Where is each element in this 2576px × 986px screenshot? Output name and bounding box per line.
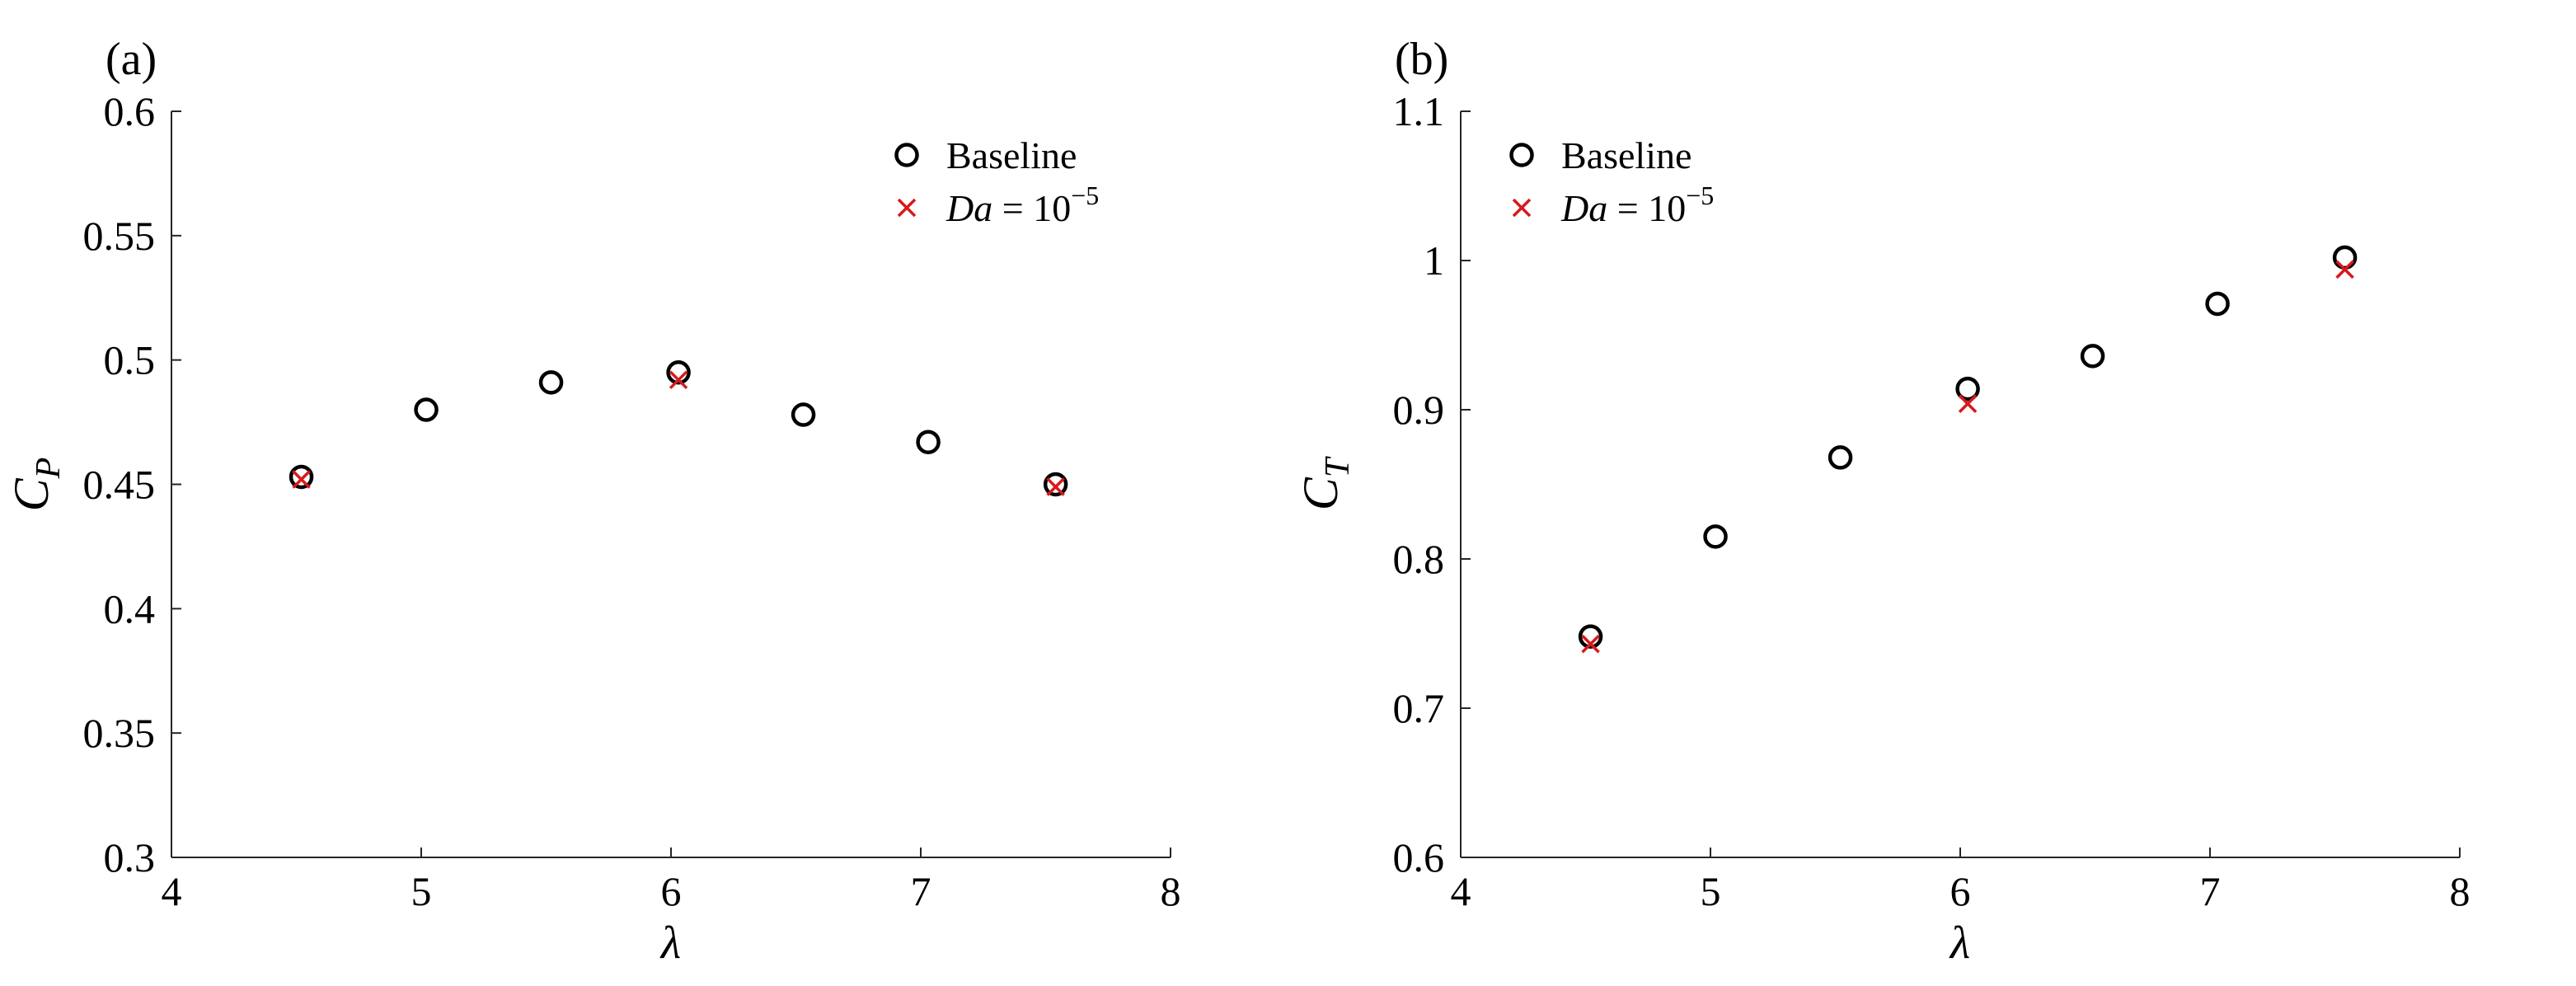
x-marker-stroke	[1581, 634, 1600, 654]
y-tick-label: 1.1	[1393, 88, 1445, 134]
baseline-point	[666, 360, 691, 385]
legend-da-equals: =	[1607, 187, 1648, 229]
x-tick-label: 4	[162, 868, 182, 914]
x-axis-label: λ	[659, 918, 681, 969]
y-axis-label-main: C	[1293, 477, 1348, 510]
darcy-point	[669, 370, 688, 390]
darcy-point	[1512, 198, 1532, 218]
darcy-point	[897, 198, 917, 218]
y-axis-label: CT	[1293, 456, 1357, 510]
x-marker-stroke	[669, 370, 688, 390]
legend-label-baseline: Baseline	[946, 134, 1077, 176]
baseline-point	[1828, 445, 1853, 470]
x-tick-label: 8	[2450, 868, 2470, 914]
darcy-point	[2335, 260, 2354, 279]
legend-label-darcy: Da = 10−5	[1560, 181, 1714, 229]
y-tick-label: 0.8	[1393, 536, 1445, 582]
y-tick-label: 0.35	[83, 710, 156, 756]
legend-da-base: 10	[1033, 187, 1071, 229]
baseline-point	[894, 143, 919, 167]
x-marker-stroke	[1046, 477, 1065, 496]
y-tick-label: 0.45	[83, 462, 156, 508]
y-tick-label: 1	[1424, 237, 1444, 284]
legend-da-equals: =	[992, 187, 1033, 229]
x-marker-stroke	[1512, 198, 1532, 218]
legend: Baseline Da = 10−5	[1509, 134, 1714, 229]
x-marker-stroke	[1958, 394, 1978, 413]
y-tick-label: 0.55	[83, 213, 156, 259]
baseline-point	[1955, 376, 1980, 401]
y-axis-label: CP	[4, 458, 68, 512]
y-axis-label-sub: P	[30, 458, 68, 480]
baseline-point	[2080, 344, 2105, 369]
darcy-point	[292, 470, 311, 489]
x-tick-label: 5	[411, 868, 432, 914]
legend-da-symbol: Da	[1560, 187, 1607, 229]
x-tick-label: 5	[1701, 868, 1721, 914]
baseline-point	[916, 430, 941, 454]
legend-da-exponent: −5	[1071, 181, 1099, 210]
baseline-point	[1703, 524, 1728, 549]
legend-da-exponent: −5	[1686, 181, 1714, 210]
legend-da-symbol: Da	[945, 187, 992, 229]
x-tick-label: 6	[661, 868, 682, 914]
y-axis-label-main: C	[4, 477, 59, 511]
baseline-point	[289, 464, 314, 490]
baseline-point	[2205, 291, 2230, 317]
panel-b: 4 5 6 7 8 0.6 0.7 0.8 0.9 1 1.1(b) λ CT Baseline Da = …	[1293, 34, 2470, 969]
darcy-point	[1958, 394, 1978, 413]
y-tick-label: 0.6	[104, 88, 156, 134]
x-tick-label: 7	[2200, 868, 2221, 914]
baseline-point	[1509, 143, 1534, 167]
x-marker-stroke	[2335, 260, 2354, 279]
baseline-point	[538, 370, 564, 395]
x-tick-label: 8	[1161, 868, 1181, 914]
x-tick-label: 7	[911, 868, 931, 914]
legend-da-base: 10	[1648, 187, 1686, 229]
legend-label-baseline: Baseline	[1561, 134, 1692, 176]
x-marker-stroke	[292, 470, 311, 489]
panel-label: (a)	[106, 34, 157, 85]
baseline-point	[414, 397, 439, 422]
darcy-point	[1046, 477, 1065, 496]
y-tick-label: 0.6	[1393, 834, 1445, 880]
y-tick-label: 0.9	[1393, 387, 1445, 433]
baseline-point	[2332, 245, 2358, 270]
y-tick-label: 0.5	[104, 337, 156, 383]
darcy-point	[1581, 634, 1600, 654]
panel-a: 4 5 6 7 8 0.3 0.35 0.4 0.45 0.5 0.55 0.6(a) λ CP Basel…	[4, 34, 1181, 969]
x-marker-stroke	[897, 198, 917, 218]
panel-label: (b)	[1395, 34, 1448, 85]
baseline-point	[1043, 472, 1068, 497]
x-tick-label: 4	[1451, 868, 1471, 914]
legend: Baseline Da = 10−5	[894, 134, 1099, 229]
baseline-point	[791, 402, 816, 427]
y-tick-label: 0.7	[1393, 685, 1445, 731]
y-tick-label: 0.3	[104, 834, 156, 880]
x-tick-label: 6	[1950, 868, 1971, 914]
baseline-point	[1578, 624, 1603, 649]
y-tick-label: 0.4	[104, 585, 156, 632]
x-axis-label: λ	[1949, 918, 1970, 969]
legend-label-darcy: Da = 10−5	[945, 181, 1099, 229]
y-axis-label-sub: T	[1319, 456, 1357, 477]
